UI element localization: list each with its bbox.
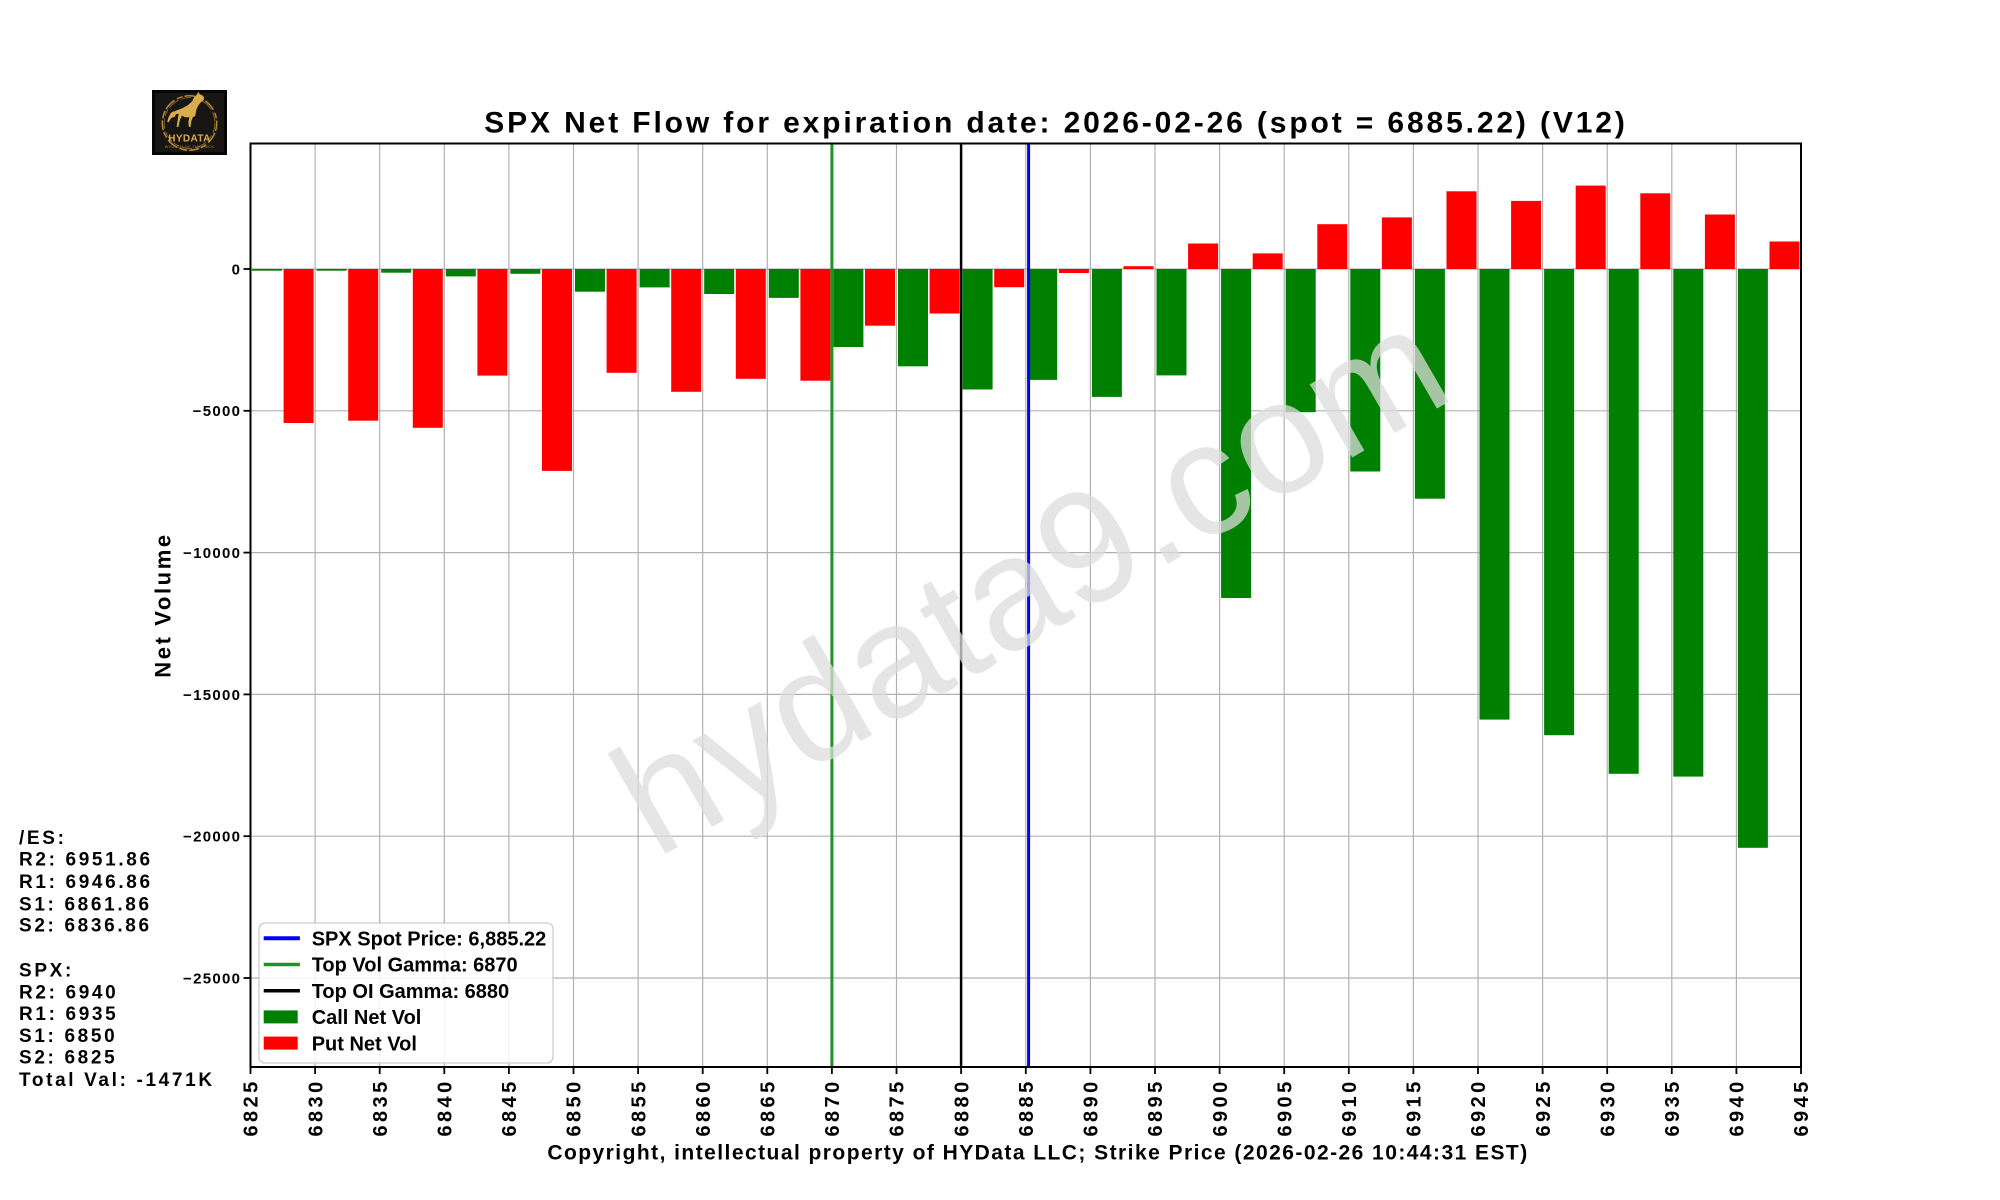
- svg-text:Top Vol Gamma: 6870: Top Vol Gamma: 6870: [312, 955, 518, 977]
- svg-text:6875: 6875: [887, 1078, 909, 1136]
- svg-text:6935: 6935: [1662, 1078, 1684, 1136]
- svg-text:S1: 6850: S1: 6850: [19, 1026, 117, 1047]
- svg-text:−15000: −15000: [183, 687, 241, 704]
- svg-text:Copyright, intellectual proper: Copyright, intellectual property of HYDa…: [547, 1142, 1528, 1165]
- svg-text:WISDOM OF THE PACK: WISDOM OF THE PACK: [165, 144, 215, 149]
- svg-text:R2: 6951.86: R2: 6951.86: [19, 850, 153, 871]
- svg-text:6890: 6890: [1081, 1078, 1103, 1136]
- svg-text:SPX Spot Price: 6,885.22: SPX Spot Price: 6,885.22: [312, 929, 547, 951]
- svg-text:6905: 6905: [1274, 1078, 1296, 1136]
- svg-text:6830: 6830: [305, 1078, 327, 1136]
- svg-text:Call Net Vol: Call Net Vol: [312, 1007, 422, 1029]
- svg-text:−5000: −5000: [193, 403, 242, 420]
- svg-text:Total Val: -1471K: Total Val: -1471K: [19, 1070, 215, 1091]
- svg-text:S1: 6861.86: S1: 6861.86: [19, 894, 152, 915]
- svg-text:6835: 6835: [370, 1078, 392, 1136]
- svg-text:6855: 6855: [628, 1078, 650, 1136]
- svg-text:0: 0: [232, 261, 242, 278]
- svg-text:6915: 6915: [1404, 1078, 1426, 1136]
- svg-text:6925: 6925: [1533, 1078, 1555, 1136]
- svg-text:6895: 6895: [1145, 1078, 1167, 1136]
- svg-text:SPX:: SPX:: [19, 961, 74, 982]
- svg-text:6920: 6920: [1468, 1078, 1490, 1136]
- svg-text:R2: 6940: R2: 6940: [19, 983, 118, 1004]
- svg-text:Top OI Gamma: 6880: Top OI Gamma: 6880: [312, 981, 509, 1003]
- svg-text:6860: 6860: [693, 1078, 715, 1136]
- svg-text:Put Net Vol: Put Net Vol: [312, 1033, 417, 1055]
- svg-text:−25000: −25000: [183, 970, 241, 987]
- svg-text:R1: 6935: R1: 6935: [19, 1004, 118, 1025]
- svg-text:6900: 6900: [1210, 1078, 1232, 1136]
- svg-text:/ES:: /ES:: [19, 828, 67, 849]
- svg-text:6825: 6825: [241, 1078, 263, 1136]
- svg-text:HYDATA: HYDATA: [168, 134, 211, 145]
- svg-text:6870: 6870: [822, 1078, 844, 1136]
- svg-text:6945: 6945: [1791, 1078, 1813, 1136]
- svg-text:S2: 6836.86: S2: 6836.86: [19, 915, 152, 936]
- svg-text:6930: 6930: [1597, 1078, 1619, 1136]
- svg-text:6845: 6845: [499, 1078, 521, 1136]
- svg-text:Net Volume: Net Volume: [151, 532, 176, 677]
- svg-text:S2: 6825: S2: 6825: [19, 1047, 117, 1068]
- svg-text:−20000: −20000: [183, 829, 241, 846]
- svg-text:6940: 6940: [1727, 1078, 1749, 1136]
- svg-text:SPX Net Flow for expiration da: SPX Net Flow for expiration date: 2026-0…: [484, 107, 1627, 140]
- svg-text:R1: 6946.86: R1: 6946.86: [19, 872, 153, 893]
- svg-text:6910: 6910: [1339, 1078, 1361, 1136]
- svg-text:−10000: −10000: [183, 545, 241, 562]
- svg-text:6865: 6865: [758, 1078, 780, 1136]
- svg-text:6880: 6880: [951, 1078, 973, 1136]
- svg-text:6885: 6885: [1016, 1078, 1038, 1136]
- svg-text:6850: 6850: [564, 1078, 586, 1136]
- svg-text:6840: 6840: [435, 1078, 457, 1136]
